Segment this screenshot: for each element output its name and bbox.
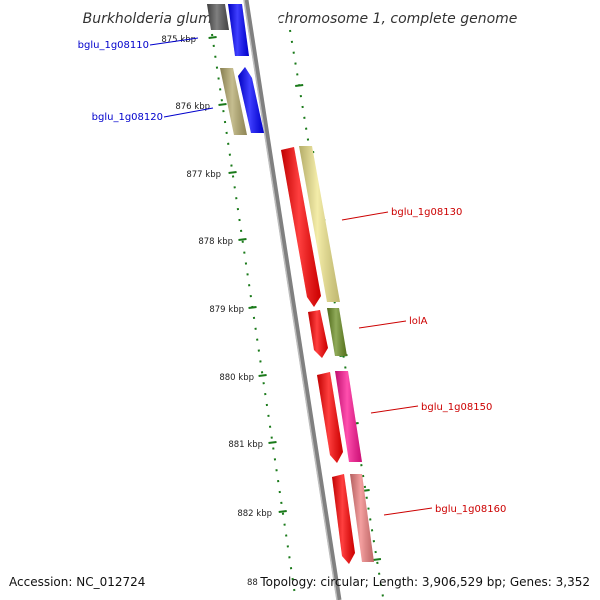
leader-line-bglu_1g08130 (341, 211, 389, 221)
gene-feature-shading (238, 67, 264, 133)
major-tick-outer (372, 558, 382, 561)
tick-label: 879 kbp (209, 305, 244, 315)
tick-label: 880 kbp (219, 373, 254, 383)
gene-label-bglu_1g08110[interactable]: bglu_1g08110 (78, 40, 149, 51)
gene-label-bglu_1g08150[interactable]: bglu_1g08150 (421, 402, 492, 413)
major-tick (218, 103, 227, 106)
tick-label: 882 kbp (237, 509, 272, 519)
gene-feature-shading (281, 147, 321, 307)
map-title: Burkholderia glumae BGR1 chromosome 1, c… (83, 11, 518, 27)
gene-feature-shading (228, 4, 249, 56)
gene-feature-shading (207, 4, 229, 30)
gene-feature-shading (308, 310, 328, 358)
tick-label: 878 kbp (198, 237, 233, 247)
leader-line-lolA (358, 320, 407, 329)
gene-feature-shading (335, 371, 362, 462)
gene-feature-shading (332, 474, 355, 564)
tick-label: 877 kbp (186, 170, 221, 180)
backbone-highlight (243, 0, 338, 600)
gene-label-bglu_1g08130[interactable]: bglu_1g08130 (391, 207, 462, 218)
tick-label: 881 kbp (228, 440, 263, 450)
major-tick (208, 36, 217, 39)
major-tick (278, 510, 287, 513)
accession-text: Accession: NC_012724 (9, 575, 145, 589)
gene-label-bglu_1g08120[interactable]: bglu_1g08120 (92, 112, 163, 123)
truncated-tick-label: 88 (247, 578, 258, 588)
leader-line-bglu_1g08160 (383, 507, 433, 516)
leader-line-bglu_1g08120 (163, 107, 214, 118)
major-tick (238, 238, 247, 241)
leader-line-bglu_1g08110 (149, 37, 199, 46)
gene-feature-shading (299, 146, 340, 302)
gene-label-lolA[interactable]: lolA (409, 316, 428, 327)
topology-text: Topology: circular; Length: 3,906,529 bp… (259, 575, 590, 589)
major-tick (268, 441, 277, 444)
gene-feature-shading (327, 308, 347, 356)
major-tick (258, 374, 267, 377)
tick-label: 875 kbp (161, 35, 196, 45)
gene-feature-shading (317, 372, 343, 463)
major-tick (228, 171, 237, 174)
major-tick-outer (295, 84, 304, 87)
leader-line-bglu_1g08150 (370, 405, 419, 414)
chromosome-backbone (243, 0, 342, 600)
major-tick (248, 306, 257, 309)
tick-label: 876 kbp (175, 102, 210, 112)
gene-feature-shading (220, 68, 247, 135)
gene-label-bglu_1g08160[interactable]: bglu_1g08160 (435, 504, 506, 515)
gene-feature-shading (350, 474, 374, 562)
gene-features (207, 4, 374, 564)
